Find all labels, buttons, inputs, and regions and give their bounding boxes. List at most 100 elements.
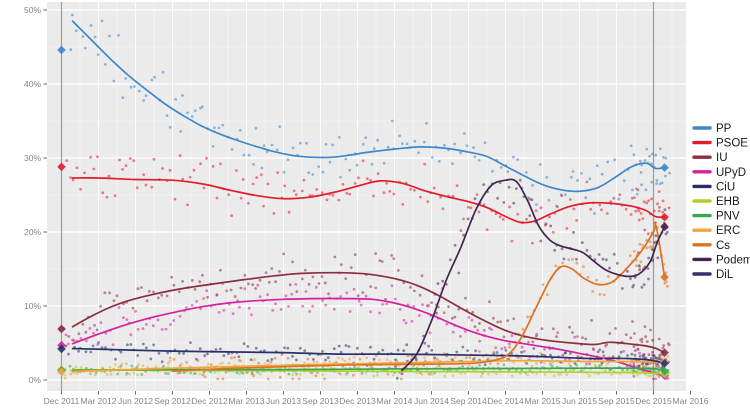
poll-dot [638, 242, 642, 246]
poll-dot [500, 347, 504, 351]
poll-dot [638, 351, 641, 355]
poll-dot [420, 372, 424, 376]
poll-dot [96, 53, 100, 56]
poll-dot [462, 217, 465, 221]
poll-dot [256, 283, 260, 287]
poll-dot [600, 172, 604, 176]
poll-dot [199, 307, 203, 311]
poll-dot [539, 239, 543, 243]
y-tick-label: 0% [29, 375, 42, 385]
poll-dot [292, 189, 296, 193]
poll-dot [160, 328, 164, 331]
poll-dot [229, 288, 233, 292]
poll-dot [178, 364, 182, 368]
poll-dot [606, 160, 610, 164]
poll-dot [245, 371, 249, 375]
poll-dot [392, 192, 396, 196]
poll-dot [112, 299, 116, 303]
poll-dot [339, 350, 343, 354]
poll-dot [459, 151, 462, 155]
poll-dot [518, 178, 522, 182]
poll-dot [664, 156, 668, 160]
poll-dot [282, 252, 286, 256]
poll-dot [290, 292, 294, 296]
poll-dot [524, 171, 528, 174]
poll-dot [647, 277, 650, 281]
poll-dot [585, 180, 589, 184]
poll-dot [348, 357, 351, 361]
poll-dot [463, 132, 466, 135]
poll-dot [461, 365, 464, 368]
poll-dot [654, 234, 658, 238]
poll-dot [337, 135, 341, 139]
poll-dot [122, 316, 125, 319]
poll-dot [369, 310, 372, 314]
poll-dot [134, 309, 137, 313]
poll-dot [339, 175, 342, 179]
poll-dot [286, 346, 290, 350]
poll-dot [344, 157, 348, 161]
poll-dot [278, 376, 282, 379]
poll-dot [221, 377, 225, 381]
poll-dot [423, 356, 426, 360]
poll-dot [185, 306, 188, 310]
poll-dot [491, 170, 494, 173]
poll-dot [125, 362, 128, 366]
x-tick-label: Jun 2012 [118, 396, 153, 406]
poll-dot [547, 198, 551, 202]
poll-dot [563, 351, 567, 355]
chart-legend: PP PSOE IU UPyD CiU EHB PNV ERC Cs Podemos DiL [692, 123, 750, 281]
poll-dot [502, 201, 506, 204]
poll-dot [552, 374, 556, 378]
poll-dot [463, 330, 467, 333]
poll-dot [608, 332, 612, 335]
poll-dot [624, 333, 628, 336]
poll-dot [600, 363, 603, 367]
poll-dot [188, 175, 192, 179]
legend-label: DiL [716, 269, 734, 281]
poll-dot [356, 294, 360, 298]
poll-dot [153, 75, 157, 79]
poll-dot [635, 192, 639, 196]
poll-dot [370, 162, 374, 166]
poll-dot [471, 310, 475, 314]
poll-dot [555, 204, 559, 208]
poll-dot [527, 340, 530, 344]
poll-dot [637, 218, 641, 222]
poll-dot [89, 155, 92, 159]
poll-dot [621, 287, 624, 290]
poll-dot [588, 362, 591, 366]
poll-dot [334, 361, 338, 364]
poll-dot [457, 307, 461, 311]
poll-dot [576, 335, 579, 338]
poll-dot [235, 371, 239, 375]
poll-dot [541, 283, 545, 286]
poll-dot [89, 372, 92, 376]
poll-dot [257, 361, 260, 365]
poll-dot [174, 98, 178, 101]
poll-dot [392, 373, 395, 377]
poll-dot [467, 316, 471, 319]
poll-dot [417, 151, 420, 155]
poll-dot [490, 328, 493, 331]
poll-dot [79, 365, 83, 369]
poll-dot [314, 285, 318, 289]
poll-dot [530, 198, 534, 202]
poll-dot [99, 304, 102, 308]
poll-dot [488, 300, 491, 304]
x-tick-label: Dec 2011 [44, 396, 80, 406]
poll-dot [93, 35, 97, 39]
poll-dot [328, 360, 332, 364]
poll-dot [538, 351, 542, 355]
poll-dot [657, 209, 661, 213]
poll-dot [251, 182, 255, 186]
x-tick-label: Jun 2015 [562, 396, 597, 406]
poll-dot [430, 348, 434, 352]
poll-dot [419, 195, 422, 199]
poll-dot [341, 182, 345, 186]
poll-dot [89, 350, 93, 354]
poll-dot [286, 158, 290, 162]
x-tick-label: Mar 2012 [81, 396, 117, 406]
poll-dot [294, 193, 298, 197]
poll-dot [321, 170, 325, 174]
